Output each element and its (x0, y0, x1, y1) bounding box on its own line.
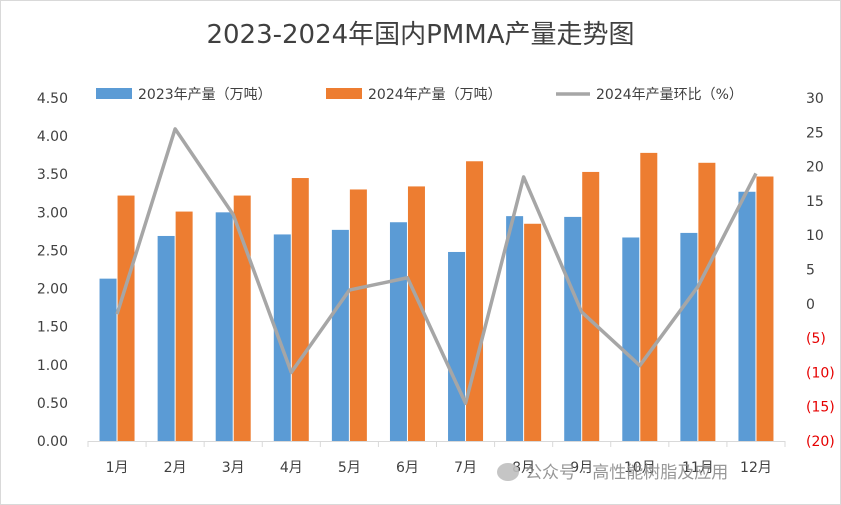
right-tick-label: 0 (806, 297, 815, 313)
bar (273, 234, 291, 441)
bar (99, 278, 117, 441)
left-tick-label: 4.50 (37, 91, 68, 107)
bar (524, 223, 542, 441)
bar (331, 229, 349, 441)
left-tick-label: 0.00 (37, 434, 68, 450)
line-layer (115, 127, 758, 406)
left-axis: 0.00 0.50 1.00 1.50 2.00 2.50 3.00 3.50 4.00 4.50 (37, 91, 68, 450)
left-tick-label: 2.50 (37, 243, 68, 259)
left-tick-label: 3.50 (37, 167, 68, 183)
watermark-text: 公众号 · 高性能树脂及应用 (525, 463, 729, 483)
x-tick-label: 1月 (106, 460, 129, 476)
right-tick-label: 25 (806, 125, 824, 141)
bar (389, 222, 407, 441)
watermark: 公众号 · 高性能树脂及应用 (497, 458, 728, 483)
bar (291, 178, 309, 442)
left-tick-label: 0.50 (37, 396, 68, 412)
right-tick-label: 30 (806, 91, 824, 107)
right-axis: (20) (15) (10) (5) 0 5 10 15 20 25 30 (806, 91, 835, 450)
bar (582, 171, 600, 442)
left-tick-label: 3.00 (37, 205, 68, 221)
bar (738, 191, 756, 441)
bar (407, 186, 425, 441)
bar (349, 189, 367, 441)
x-axis: 1月 2月 3月 4月 5月 6月 7月 8月 9月 10月 11月 12月 (87, 441, 786, 476)
left-tick-label: 4.00 (37, 129, 68, 145)
x-tick-label: 6月 (396, 460, 419, 476)
x-tick-label: 5月 (338, 460, 361, 476)
bar (506, 216, 524, 441)
right-tick-label: (20) (806, 434, 835, 450)
x-tick-label: 4月 (280, 460, 303, 476)
bar (157, 235, 175, 441)
legend-label: 2024年产量（万吨） (368, 87, 502, 103)
wechat-icon (497, 463, 519, 481)
legend: 2023年产量（万吨） 2024年产量（万吨） 2024年产量环比（%） (96, 87, 743, 103)
right-tick-label: 20 (806, 160, 824, 176)
legend-swatch (326, 88, 362, 99)
x-tick-label: 3月 (222, 460, 245, 476)
right-tick-label: (5) (806, 331, 826, 347)
bar (466, 161, 484, 441)
left-tick-label: 1.00 (37, 358, 68, 374)
bars-layer (99, 152, 774, 442)
series-line (115, 127, 758, 406)
left-tick-label: 1.50 (37, 320, 68, 336)
bar (448, 251, 466, 441)
right-tick-label: 10 (806, 228, 824, 244)
right-tick-label: 15 (806, 194, 824, 210)
legend-label: 2023年产量（万吨） (138, 87, 272, 103)
left-tick-label: 2.00 (37, 282, 68, 298)
right-tick-label: (15) (806, 400, 835, 416)
bar (680, 232, 698, 441)
bar (215, 212, 233, 441)
bar (698, 162, 716, 442)
right-tick-label: (10) (806, 365, 835, 381)
x-tick-label: 10月 (624, 460, 656, 476)
bar (756, 176, 774, 441)
legend-swatch (96, 88, 132, 99)
chart-title: 2023-2024年国内PMMA产量走势图 (206, 20, 635, 50)
bar (564, 216, 582, 441)
bar (233, 195, 251, 441)
legend-label: 2024年产量环比（%） (596, 87, 743, 103)
x-tick-label: 11月 (682, 460, 714, 476)
bar (622, 237, 640, 441)
x-tick-label: 7月 (454, 460, 477, 476)
right-tick-label: 5 (806, 263, 815, 279)
x-tick-label: 12月 (740, 460, 772, 476)
bar (117, 195, 135, 441)
x-tick-label: 2月 (164, 460, 187, 476)
x-tick-label: 9月 (570, 460, 593, 476)
bar (640, 152, 658, 441)
bar (175, 211, 193, 441)
